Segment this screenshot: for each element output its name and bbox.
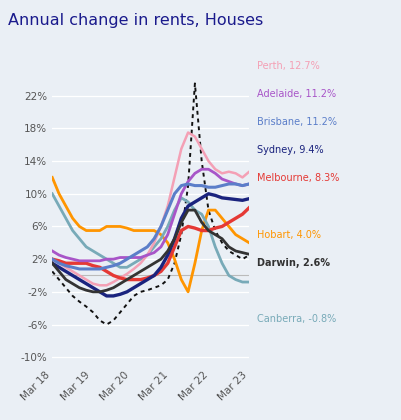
Text: Sydney, 9.4%: Sydney, 9.4% <box>257 145 323 155</box>
Text: Canberra, -0.8%: Canberra, -0.8% <box>257 314 336 324</box>
Text: Brisbane, 11.2%: Brisbane, 11.2% <box>257 117 336 127</box>
Text: Perth, 12.7%: Perth, 12.7% <box>257 61 319 71</box>
Text: Darwin, 2.6%: Darwin, 2.6% <box>257 258 330 268</box>
Text: Adelaide, 11.2%: Adelaide, 11.2% <box>257 89 336 99</box>
Text: Annual change in rents, Houses: Annual change in rents, Houses <box>8 13 263 28</box>
Text: Hobart, 4.0%: Hobart, 4.0% <box>257 230 320 240</box>
Text: Melbourne, 8.3%: Melbourne, 8.3% <box>257 173 339 184</box>
